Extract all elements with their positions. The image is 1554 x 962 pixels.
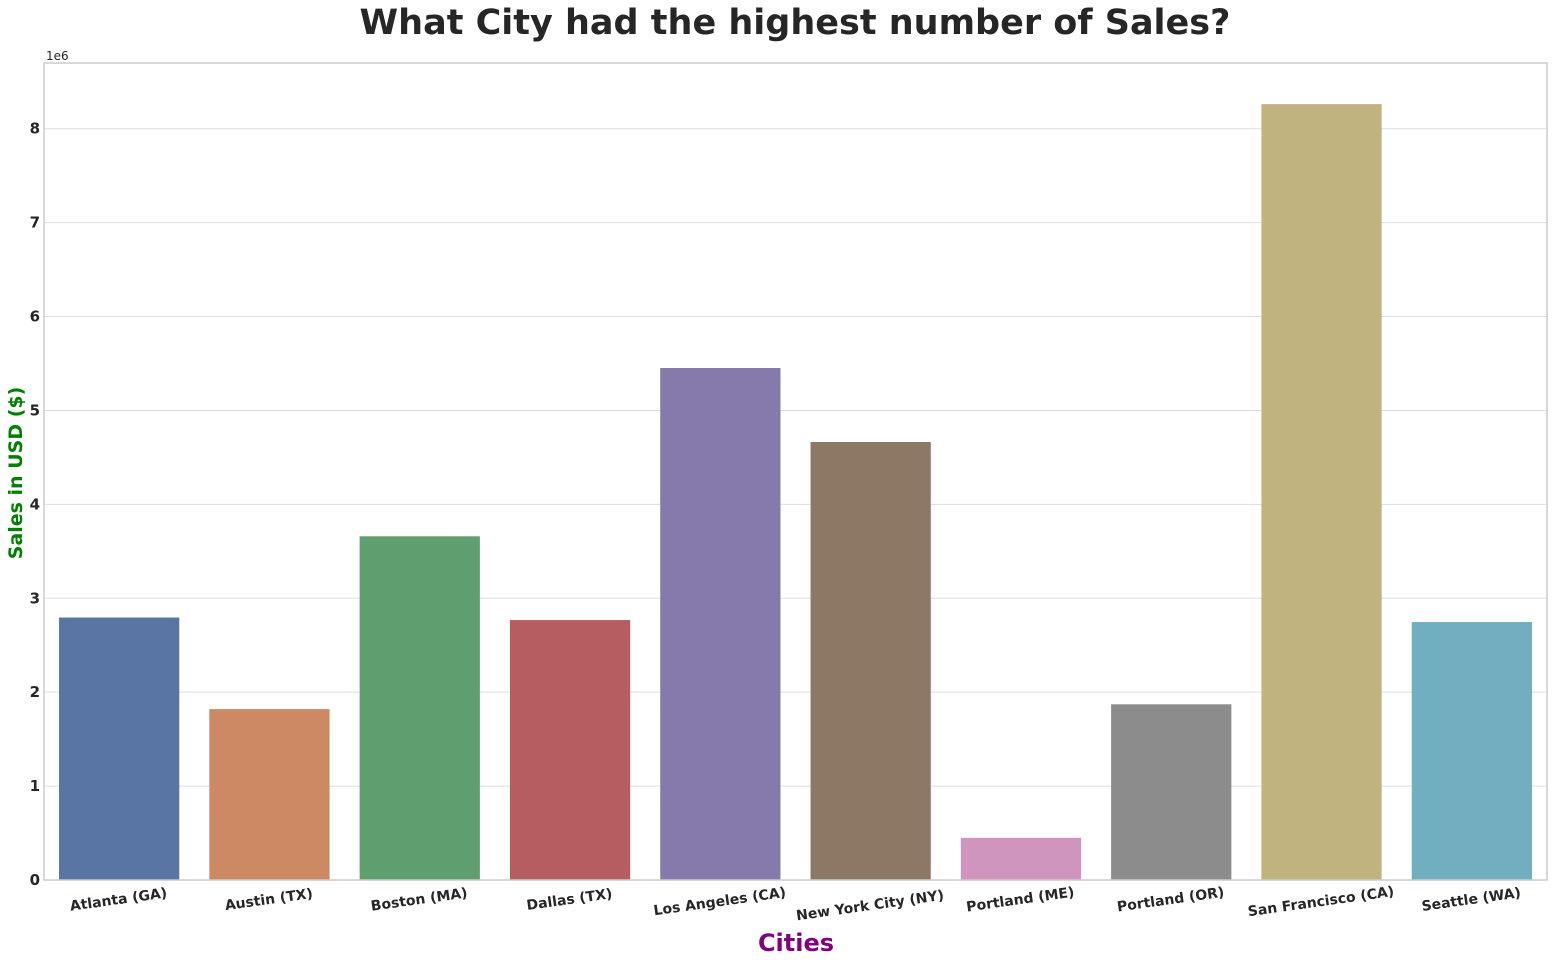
bar — [1261, 104, 1382, 881]
y-axis-label: Sales in USD ($) — [5, 387, 27, 560]
y-tick-label: 4 — [30, 495, 40, 513]
bars — [59, 104, 1532, 881]
chart-title: What City had the highest number of Sale… — [360, 3, 1231, 43]
y-tick-label: 5 — [30, 401, 40, 419]
bar — [359, 536, 480, 880]
y-axis-offset-label: 1e6 — [46, 49, 69, 63]
y-axis-ticks: 0 1 2 3 4 5 6 7 8 — [30, 120, 40, 889]
bar — [1411, 622, 1532, 880]
y-tick-label: 6 — [30, 308, 40, 326]
plot-frame — [43, 62, 1548, 881]
y-tick-label: 3 — [30, 589, 40, 607]
y-tick-label: 0 — [30, 871, 40, 889]
bar — [810, 442, 931, 880]
y-tick-label: 1 — [30, 777, 40, 795]
bar — [660, 368, 781, 880]
y-tick-label: 2 — [30, 683, 40, 701]
y-tick-label: 8 — [30, 120, 40, 138]
bar — [509, 620, 631, 880]
bar — [1111, 704, 1232, 880]
bar — [209, 709, 330, 880]
y-tick-label: 7 — [30, 214, 40, 232]
bar — [59, 617, 180, 880]
bar — [960, 837, 1082, 880]
x-axis-label: Cities — [758, 929, 834, 957]
